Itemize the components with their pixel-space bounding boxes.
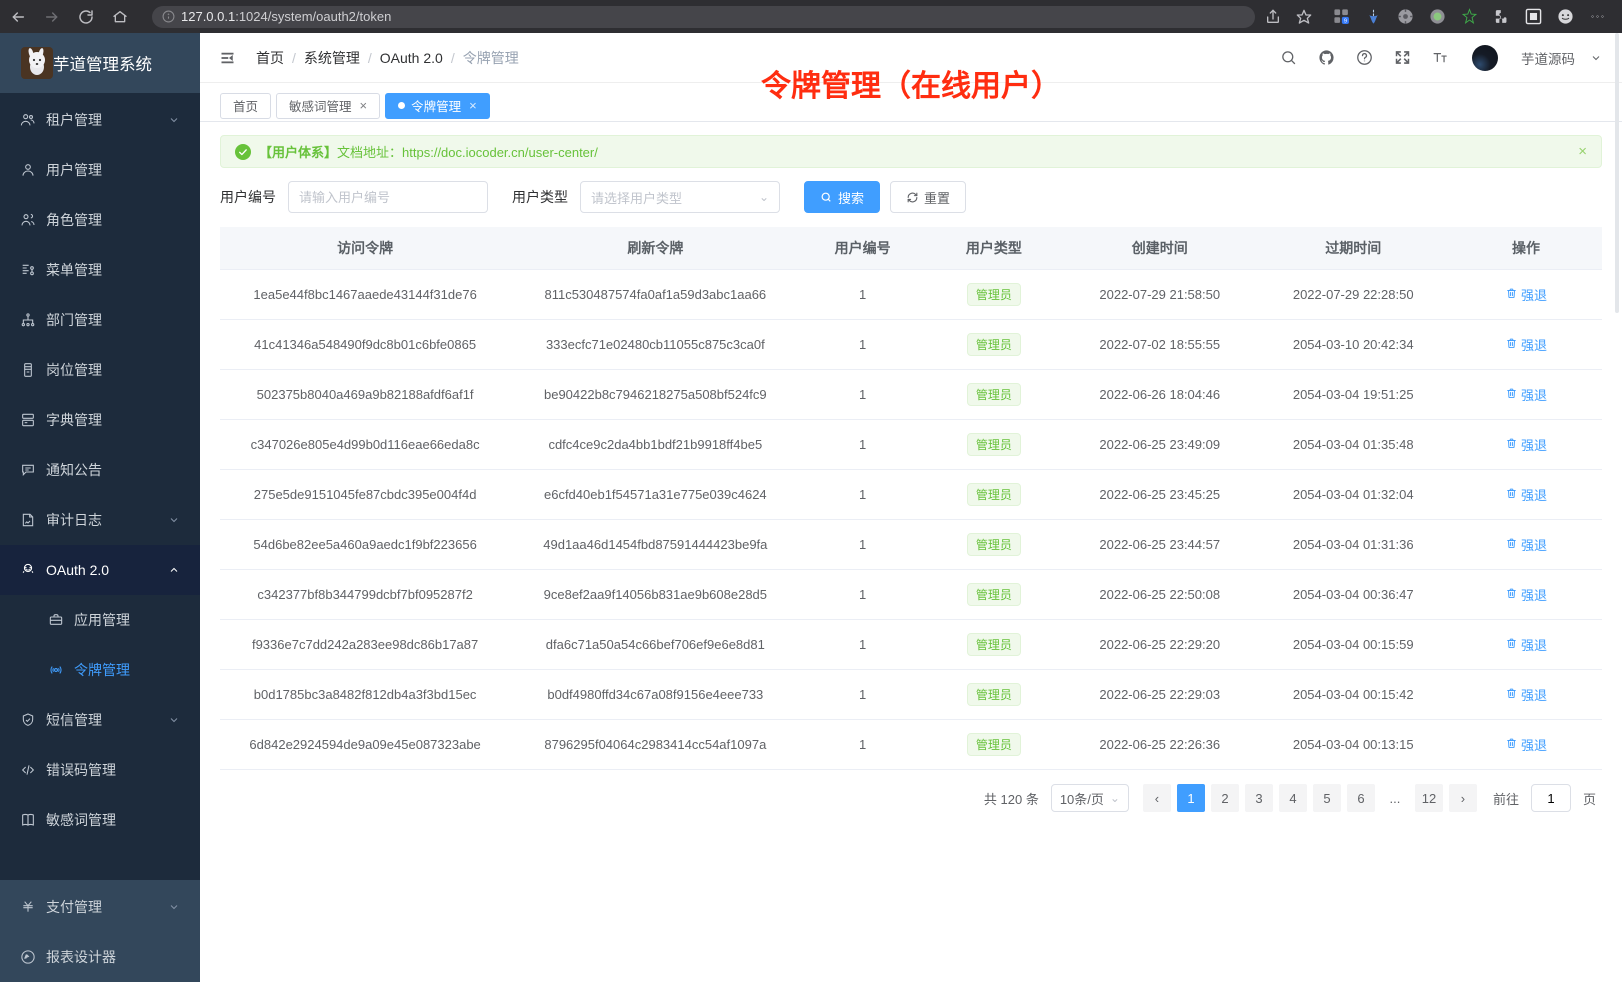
svg-text:9: 9: [1344, 18, 1347, 24]
